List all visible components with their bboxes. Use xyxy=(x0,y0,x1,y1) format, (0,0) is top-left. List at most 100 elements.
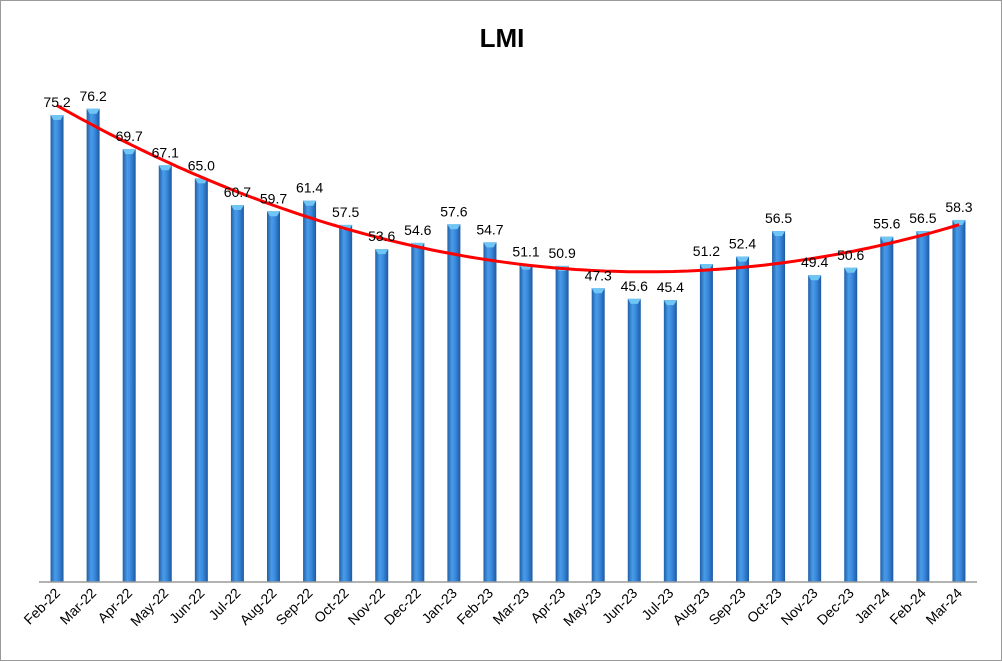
x-axis-ticks: Feb-22Mar-22Apr-22May-22Jun-22Jul-22Aug-… xyxy=(20,585,965,629)
x-tick-label: Oct-23 xyxy=(744,585,785,626)
bar-oct-22 xyxy=(339,224,353,583)
bar-cap-aug-22 xyxy=(267,211,280,217)
bar-sep-23 xyxy=(736,256,749,582)
x-tick-label: Sep-23 xyxy=(705,585,748,628)
bar-dec-23 xyxy=(844,267,858,582)
bar-cap-dec-23 xyxy=(844,267,858,273)
bar-cap-mar-22 xyxy=(86,108,100,114)
bar-cap-nov-23 xyxy=(808,275,822,281)
x-tick-label: Aug-23 xyxy=(669,585,712,628)
x-tick-label: Sep-22 xyxy=(272,585,315,628)
data-label: 51.2 xyxy=(693,243,720,259)
bar-apr-22 xyxy=(122,149,136,582)
bar-jan-23 xyxy=(447,224,461,582)
x-tick-label: Jan-24 xyxy=(851,585,893,627)
data-label: 52.4 xyxy=(729,236,756,252)
bar-cap-feb-23 xyxy=(483,242,497,248)
x-tick-label: Jun-22 xyxy=(166,585,208,627)
data-label: 59.7 xyxy=(260,190,287,206)
data-label: 54.6 xyxy=(404,222,431,238)
bar-cap-mar-24 xyxy=(952,219,966,225)
data-label: 57.6 xyxy=(440,203,467,219)
x-tick-label: Dec-23 xyxy=(814,585,857,628)
trendline xyxy=(56,104,960,274)
bar-apr-23 xyxy=(555,265,569,582)
data-label: 45.6 xyxy=(621,278,648,294)
data-label: 56.5 xyxy=(765,210,792,226)
bar-cap-jan-23 xyxy=(447,224,461,230)
x-tick-label: Mar-23 xyxy=(489,585,532,628)
data-label: 49.4 xyxy=(801,254,828,270)
bar-nov-22 xyxy=(375,249,389,583)
bar-aug-23 xyxy=(699,264,713,582)
bar-mar-24 xyxy=(952,219,966,582)
bar-nov-23 xyxy=(808,275,822,582)
data-label: 54.7 xyxy=(476,221,503,237)
x-tick-label: Feb-24 xyxy=(886,585,929,628)
bar-cap-feb-22 xyxy=(50,115,64,121)
bar-cap-nov-22 xyxy=(375,249,389,255)
bar-cap-may-23 xyxy=(591,288,605,294)
bar-may-22 xyxy=(158,165,172,582)
bar-cap-jul-22 xyxy=(230,205,244,211)
x-tick-label: Oct-22 xyxy=(311,585,352,626)
bar-mar-23 xyxy=(519,264,533,582)
data-label: 56.5 xyxy=(909,210,936,226)
x-tick-label: Mar-24 xyxy=(922,585,965,628)
x-tick-label: Mar-22 xyxy=(57,585,100,628)
x-tick-label: May-22 xyxy=(127,585,171,629)
data-label: 61.4 xyxy=(296,180,323,196)
bar-cap-jul-23 xyxy=(663,300,677,306)
data-label: 55.6 xyxy=(873,216,900,232)
data-label: 60.7 xyxy=(224,184,251,200)
trendline-group xyxy=(56,104,960,274)
x-tick-label: Feb-22 xyxy=(20,585,63,628)
x-tick-label: May-23 xyxy=(560,585,604,629)
bar-dec-22 xyxy=(411,242,425,582)
bar-feb-24 xyxy=(916,231,930,582)
bar-cap-oct-23 xyxy=(772,231,786,237)
bars-group xyxy=(50,108,966,583)
data-label: 75.2 xyxy=(43,94,70,110)
data-label: 47.3 xyxy=(585,267,612,283)
x-tick-label: Nov-23 xyxy=(778,585,821,628)
bar-cap-apr-22 xyxy=(122,149,136,155)
data-label: 50.9 xyxy=(548,245,575,261)
bar-feb-22 xyxy=(50,115,64,583)
x-tick-label: Nov-22 xyxy=(345,585,388,628)
x-tick-label: Jan-23 xyxy=(418,585,460,627)
data-label: 53.6 xyxy=(368,228,395,244)
x-tick-label: Jun-23 xyxy=(599,585,641,627)
bar-sep-22 xyxy=(303,200,317,582)
bar-mar-22 xyxy=(86,108,100,582)
bar-jan-24 xyxy=(880,236,894,582)
bar-may-23 xyxy=(591,288,605,582)
data-label: 67.1 xyxy=(152,144,179,160)
data-labels-group: 75.2 76.2 69.7 67.1 65.0 60.7 59.7 61.4 57.5 53.6… xyxy=(43,88,972,295)
bar-aug-22 xyxy=(267,211,280,582)
data-label: 57.5 xyxy=(332,204,359,220)
data-label: 65.0 xyxy=(188,157,215,173)
bar-cap-jun-23 xyxy=(627,298,641,304)
bar-oct-23 xyxy=(772,231,786,582)
x-tick-label: Aug-22 xyxy=(236,585,279,628)
chart-title: LMI xyxy=(480,23,525,53)
data-label: 50.6 xyxy=(837,247,864,263)
data-label: 76.2 xyxy=(79,88,106,104)
x-tick-label: Feb-23 xyxy=(453,585,496,628)
bar-jun-22 xyxy=(194,178,208,582)
bar-jun-23 xyxy=(627,298,641,582)
bar-jul-23 xyxy=(663,300,677,582)
bar-cap-sep-23 xyxy=(736,256,749,262)
bar-jul-22 xyxy=(230,205,244,583)
bar-cap-may-22 xyxy=(158,165,172,171)
bar-feb-23 xyxy=(483,242,497,583)
x-tick-label: Dec-22 xyxy=(381,585,424,628)
data-label: 51.1 xyxy=(512,244,539,260)
bar-cap-aug-23 xyxy=(699,264,713,270)
data-label: 58.3 xyxy=(945,199,972,215)
data-label: 69.7 xyxy=(116,128,143,144)
bar-cap-jan-24 xyxy=(880,236,894,242)
